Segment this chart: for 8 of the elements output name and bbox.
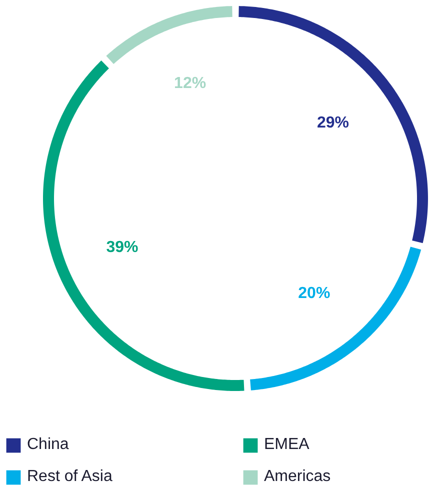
legend-label: Rest of Asia	[27, 468, 114, 486]
data-label: 39%	[106, 239, 138, 256]
legend-label: Americas	[264, 468, 332, 486]
data-label: 20%	[298, 285, 330, 302]
data-label: 29%	[317, 114, 350, 132]
data-label: 12%	[174, 75, 206, 92]
legend-label: China	[27, 436, 70, 454]
legend-label: EMEA	[264, 436, 310, 454]
